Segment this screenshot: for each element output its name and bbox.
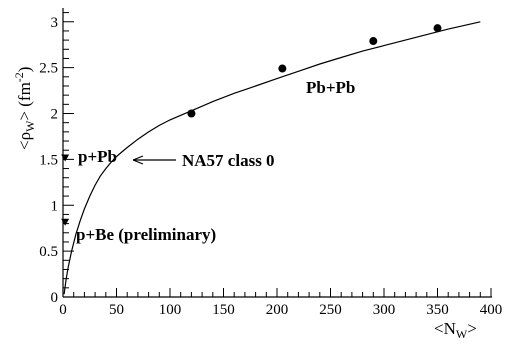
fit-curve xyxy=(63,21,481,295)
y-tick-label: 1 xyxy=(51,198,59,214)
x-tick-label: 300 xyxy=(373,302,396,318)
x-tick-label: 400 xyxy=(480,302,503,318)
data-markers xyxy=(61,24,442,226)
x-axis-title: <NW> xyxy=(434,319,477,341)
y-tick-label: 1.5 xyxy=(39,152,58,168)
annotation-pbe: p+Be (preliminary) xyxy=(76,225,216,244)
x-tick-label: 0 xyxy=(59,302,67,318)
x-tick-label: 350 xyxy=(426,302,449,318)
x-tick-label: 50 xyxy=(109,302,124,318)
annotation-ppb: p+Pb xyxy=(78,147,117,166)
y-tick-label: 0.5 xyxy=(39,244,58,260)
y-tick-label: 2.5 xyxy=(39,61,58,77)
data-point xyxy=(369,37,378,46)
tick-labels: 0 50 100 150 200 250 300 350 400 0 0.5 1 1.5 2 2.5 3 xyxy=(39,15,502,318)
axis-ticks xyxy=(62,12,492,298)
annotation-pbpb: Pb+Pb xyxy=(306,78,355,97)
annotation-na57: NA57 class 0 xyxy=(182,151,275,170)
data-point xyxy=(187,109,196,118)
data-point xyxy=(278,64,287,73)
x-tick-label: 150 xyxy=(212,302,235,318)
y-axis-title: <ρW> (fm-2) xyxy=(12,67,37,150)
data-point-triangle xyxy=(61,218,70,226)
x-tick-label: 200 xyxy=(266,302,289,318)
data-point-triangle xyxy=(61,154,70,162)
y-tick-label: 0 xyxy=(51,290,59,306)
y-tick-label: 2 xyxy=(51,107,59,123)
x-tick-label: 250 xyxy=(319,302,342,318)
x-tick-label: 100 xyxy=(159,302,182,318)
data-point xyxy=(433,24,442,33)
y-tick-label: 3 xyxy=(51,15,59,31)
na57-arrow-head xyxy=(132,155,144,165)
